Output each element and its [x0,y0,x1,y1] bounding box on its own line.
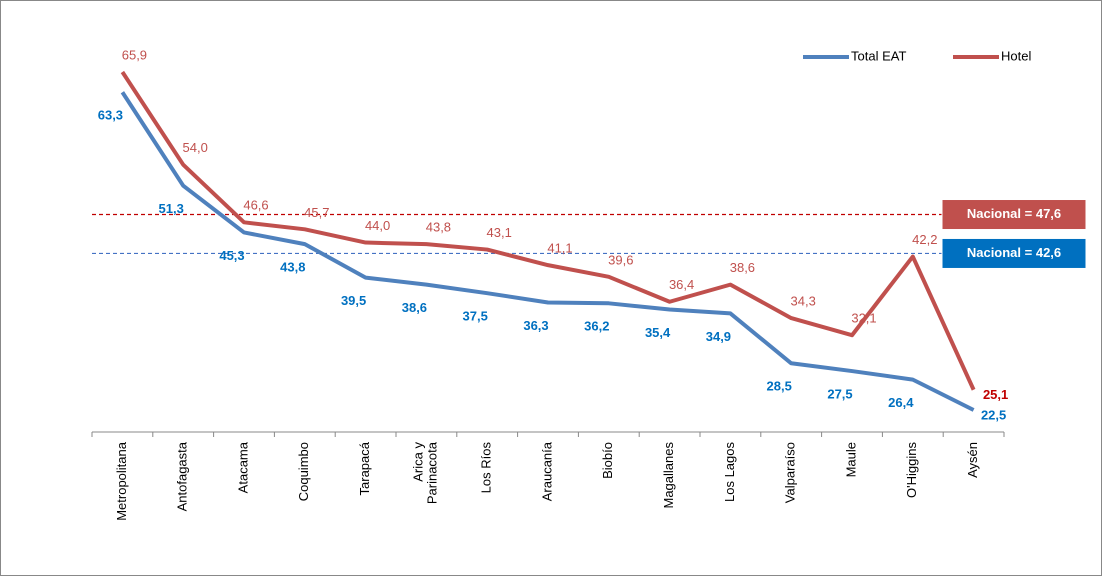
x-tick-label: Coquimbo [296,442,311,501]
value-label: 34,3 [791,294,816,309]
value-label: 45,3 [219,248,244,263]
reference-box [941,237,1087,269]
value-label: 43,1 [487,225,512,240]
value-label: 36,3 [523,318,548,333]
value-label: 43,8 [280,260,305,275]
x-tick-label: Atacama [235,441,250,493]
value-label: 54,0 [183,140,208,155]
reference-box [941,199,1087,231]
value-label: 45,7 [304,205,329,220]
value-label: 34,9 [706,329,731,344]
x-tick-label: Metropolitana [114,441,129,521]
value-label: 38,6 [730,260,755,275]
value-label: 37,5 [463,309,488,324]
value-label: 35,4 [645,325,671,340]
value-label: 41,1 [547,241,572,256]
value-label: 65,9 [122,47,147,62]
value-label: 32,1 [851,311,876,326]
x-tick-label: Aysén [965,442,980,478]
x-tick-label: O'Higgins [904,442,919,498]
legend-label: Hotel [1001,48,1031,63]
x-tick-label: Magallanes [661,442,676,509]
value-label: 38,6 [402,300,427,315]
value-label: 26,4 [888,395,914,410]
value-label: 36,4 [669,277,694,292]
x-tick-label: Antofagasta [175,441,190,511]
value-label: 39,6 [608,252,633,267]
series-line [120,91,975,412]
value-label: 43,8 [426,220,451,235]
x-tick-label: Arica yParinacota [411,441,440,504]
value-label: 44,0 [365,218,390,233]
reference-label: Nacional = 42,6 [967,245,1061,260]
x-tick-label: Los Lagos [722,442,737,502]
x-tick-label: Valparaíso [783,442,798,503]
reference-label: Nacional = 47,6 [967,206,1061,221]
value-label: 22,5 [981,407,1006,422]
value-label: 42,2 [912,232,937,247]
value-label: 39,5 [341,293,366,308]
x-tick-label: Araucanía [539,441,554,501]
value-label: 46,6 [243,198,268,213]
x-tick-label: Maule [843,442,858,477]
value-label: 28,5 [767,379,792,394]
value-label: 36,2 [584,319,609,334]
value-label: 51,3 [159,201,184,216]
value-label: 25,1 [983,387,1008,402]
legend-label: Total EAT [851,48,906,63]
x-tick-label: Tarapacá [357,441,372,495]
x-tick-label: Biobío [600,442,615,479]
x-tick-label: Los Ríos [479,442,494,494]
value-label: 63,3 [98,108,123,123]
series-line [120,70,976,391]
value-label: 27,5 [827,386,852,401]
